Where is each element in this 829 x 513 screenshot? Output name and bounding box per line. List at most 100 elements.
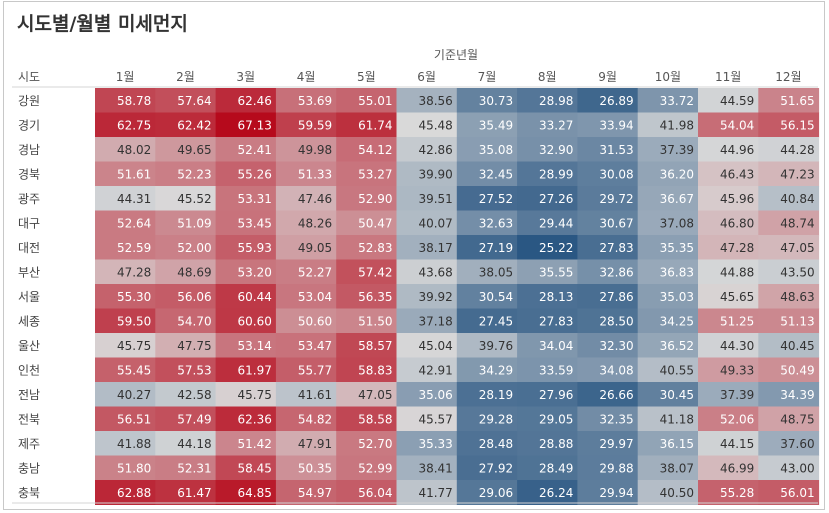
heatmap-cell (336, 431, 397, 456)
cell-value-label: 51.50 (358, 314, 392, 328)
cell-value-label: 55.30 (117, 290, 151, 304)
cell-value-label: 29.28 (479, 412, 513, 426)
cell-value-label: 30.67 (599, 216, 633, 230)
heatmap-cell (215, 333, 277, 358)
cell-value-label: 59.59 (298, 118, 332, 132)
row-label: 전북 (18, 412, 40, 426)
heatmap-cell (517, 88, 578, 113)
heatmap-cell (336, 137, 397, 162)
cell-value-label: 55.77 (298, 363, 332, 377)
cell-value-label: 51.33 (298, 167, 332, 181)
heatmap-cell (637, 455, 699, 481)
cell-value-label: 40.27 (117, 388, 151, 402)
heatmap-cell (396, 406, 458, 432)
cell-value-label: 37.39 (660, 143, 694, 157)
cell-value-label: 62.75 (117, 118, 151, 132)
heatmap-cell (336, 186, 397, 211)
heatmap-cell (758, 235, 820, 260)
heatmap-cell (698, 333, 759, 358)
heatmap-cell (275, 284, 337, 309)
heatmap-cell (637, 161, 699, 187)
cell-value-label: 39.51 (418, 192, 452, 206)
cell-value-label: 28.49 (539, 461, 573, 475)
cell-value-label: 51.42 (238, 437, 272, 451)
heatmap-cell (336, 259, 397, 285)
cell-value-label: 47.28 (720, 241, 754, 255)
cell-value-label: 44.30 (720, 339, 754, 353)
cell-value-label: 64.85 (238, 486, 272, 500)
cell-value-label: 48.02 (117, 143, 151, 157)
cell-value-label: 44.96 (720, 143, 754, 157)
cell-value-label: 40.55 (660, 363, 694, 377)
column-label: 5월 (357, 70, 376, 84)
cell-value-label: 27.52 (479, 192, 513, 206)
heatmap-cell (517, 382, 578, 407)
cell-value-label: 44.15 (720, 437, 754, 451)
heatmap-cell (215, 406, 277, 432)
heatmap-cell (95, 455, 156, 481)
cell-value-label: 34.08 (599, 363, 633, 377)
cell-value-label: 54.70 (177, 314, 211, 328)
cell-value-label: 54.12 (358, 143, 392, 157)
cell-value-label: 39.76 (479, 339, 513, 353)
row-label: 경기 (18, 118, 40, 132)
chart-frame: 시도별/월별 미세먼지 기준년월 시도 1월 2월 3월 4월 5월 6월 7월 8월 9월 10… (3, 1, 825, 510)
heatmap-cell (637, 235, 699, 260)
cell-value-label: 52.70 (358, 437, 392, 451)
cell-value-label: 52.23 (177, 167, 211, 181)
heatmap-cell (275, 137, 337, 162)
cell-value-label: 36.15 (660, 437, 694, 451)
heatmap-cell (155, 357, 217, 383)
heatmap-cell (336, 235, 397, 260)
cell-value-label: 43.68 (418, 265, 452, 279)
heatmap-cell (215, 235, 277, 260)
heatmap-cell (758, 284, 820, 309)
heatmap-cell (95, 112, 156, 138)
heatmap-cell (758, 480, 820, 505)
heatmap-cell (758, 382, 820, 407)
heatmap-cell (456, 406, 518, 432)
heatmap-cell (456, 382, 518, 407)
cell-value-label: 47.05 (780, 241, 814, 255)
cell-value-label: 39.90 (418, 167, 452, 181)
cell-value-label: 32.30 (599, 339, 633, 353)
heatmap-cell (155, 259, 217, 285)
cell-value-label: 52.27 (298, 265, 332, 279)
cell-value-label: 44.18 (177, 437, 211, 451)
cell-value-label: 61.47 (177, 486, 211, 500)
heatmap-cell (215, 88, 277, 113)
heatmap-cell (155, 88, 217, 113)
heatmap-cell (758, 259, 820, 285)
cell-value-label: 28.19 (479, 388, 513, 402)
heatmap-cell (275, 382, 337, 407)
cell-value-label: 56.01 (780, 486, 814, 500)
cell-value-label: 62.36 (238, 412, 272, 426)
heatmap-cell (637, 382, 699, 407)
cell-value-label: 52.90 (358, 192, 392, 206)
heatmap-cell (336, 112, 397, 138)
heatmap-cell (396, 210, 458, 236)
heatmap-cell (698, 431, 759, 456)
cell-value-label: 60.44 (238, 290, 272, 304)
heatmap-cell (637, 112, 699, 138)
heatmap-cell (396, 480, 458, 505)
cell-value-label: 39.92 (418, 290, 452, 304)
column-label: 3월 (236, 70, 255, 84)
heatmap-cell (95, 186, 156, 211)
cell-value-label: 29.97 (599, 437, 633, 451)
heatmap-cell (577, 455, 639, 481)
heatmap-cell (215, 186, 277, 211)
heatmap-cell (95, 406, 156, 432)
heatmap-cell (336, 333, 397, 358)
cell-value-label: 46.99 (720, 461, 754, 475)
heatmap-cell (517, 480, 578, 505)
heatmap-cell (698, 88, 759, 113)
heatmap-cell (758, 186, 820, 211)
heatmap-cell (396, 455, 458, 481)
cell-value-label: 53.27 (358, 167, 392, 181)
heatmap-cell (336, 308, 397, 334)
heatmap-cell (577, 137, 639, 162)
heatmap-cell (577, 88, 639, 113)
heatmap-cell (396, 235, 458, 260)
heatmap-cell (275, 259, 337, 285)
